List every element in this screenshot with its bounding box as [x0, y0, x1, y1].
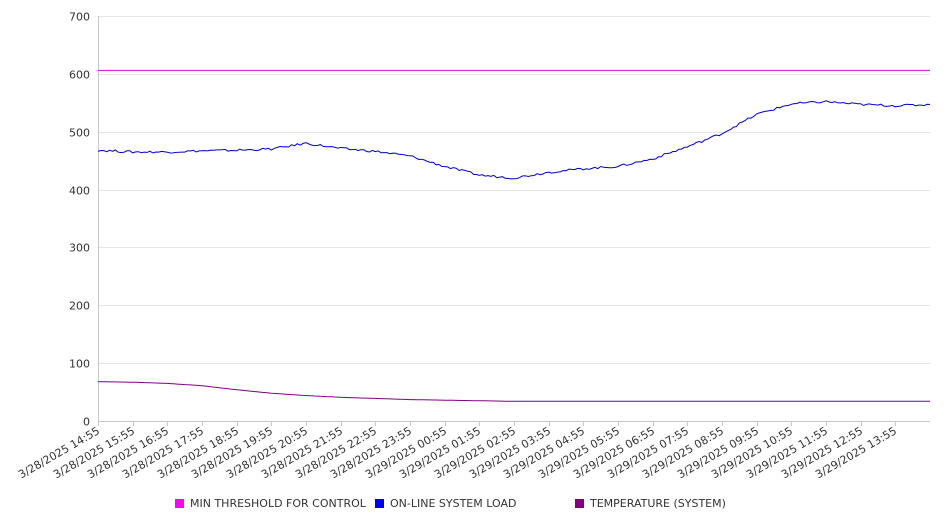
- legend-swatch-online-system-load: [375, 499, 384, 508]
- legend: MIN THRESHOLD FOR CONTROL ON-LINE SYSTEM…: [0, 497, 946, 515]
- axes: [98, 16, 930, 422]
- y-tick-label: 500: [69, 127, 90, 140]
- legend-swatch-temperature: [575, 499, 584, 508]
- series-line-temperature: [98, 381, 930, 402]
- legend-swatch-min-threshold: [175, 499, 184, 508]
- series-line-online-system-load: [97, 100, 931, 180]
- y-tick-label: 400: [69, 185, 90, 198]
- y-tick-label: 300: [69, 242, 90, 255]
- legend-label-temperature: TEMPERATURE (SYSTEM): [590, 497, 726, 510]
- y-axis-ticks: 0 100 200 300 400 500 600 700: [69, 11, 90, 429]
- series-lines: [97, 69, 931, 402]
- y-tick-label: 700: [69, 11, 90, 24]
- grid-lines: [98, 16, 930, 364]
- x-axis-ticks: 3/28/2025 14:553/28/2025 15:553/28/2025 …: [16, 421, 899, 481]
- legend-item-online-system-load[interactable]: ON-LINE SYSTEM LOAD: [375, 497, 516, 510]
- y-tick-label: 100: [69, 358, 90, 371]
- y-tick-label: 0: [83, 416, 90, 429]
- legend-label-min-threshold: MIN THRESHOLD FOR CONTROL: [190, 497, 366, 510]
- y-tick-label: 200: [69, 300, 90, 313]
- legend-label-online-system-load: ON-LINE SYSTEM LOAD: [390, 497, 517, 510]
- legend-item-temperature[interactable]: TEMPERATURE (SYSTEM): [575, 497, 726, 510]
- y-tick-label: 600: [69, 69, 90, 82]
- legend-item-min-threshold[interactable]: MIN THRESHOLD FOR CONTROL: [175, 497, 366, 510]
